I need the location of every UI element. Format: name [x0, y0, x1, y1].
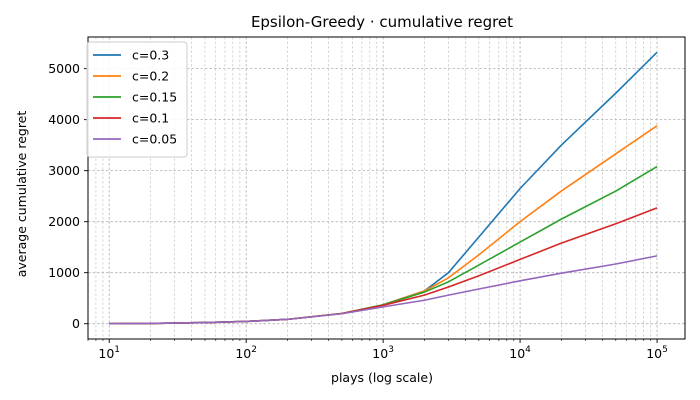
x-tick-label: 101 [98, 345, 120, 361]
legend-label: c=0.3 [132, 48, 169, 63]
x-tick-label: 105 [646, 345, 668, 361]
legend-label: c=0.05 [132, 132, 177, 147]
plot-frame [87, 36, 686, 340]
grid [87, 37, 685, 339]
y-tick-label: 1000 [48, 265, 80, 280]
y-tick-label: 2000 [48, 214, 80, 229]
y-axis-label: average cumulative regret [14, 111, 29, 278]
legend-label: c=0.15 [132, 90, 177, 105]
legend-box [86, 41, 188, 158]
legend-label: c=0.1 [132, 111, 169, 126]
legend-label: c=0.2 [132, 69, 169, 84]
legend: c=0.3 c=0.2 c=0.15 c=0.1 c=0.05 [86, 41, 188, 158]
y-tick-label: 0 [72, 316, 80, 331]
axis-ticks: 101 102 103 104 105 0 1000 2000 3000 4000 5000 [48, 61, 668, 361]
x-tick-label: 103 [372, 345, 394, 361]
x-axis-label: plays (log scale) [331, 370, 433, 385]
series-lines [109, 51, 658, 325]
x-tick-label: 102 [235, 345, 257, 361]
series-line-c=0.05 [109, 255, 658, 325]
y-tick-label: 4000 [48, 112, 80, 127]
chart-title: Epsilon-Greedy · cumulative regret [251, 13, 513, 31]
y-tick-label: 5000 [48, 61, 80, 76]
x-tick-label: 104 [509, 345, 531, 361]
y-tick-label: 3000 [48, 163, 80, 178]
